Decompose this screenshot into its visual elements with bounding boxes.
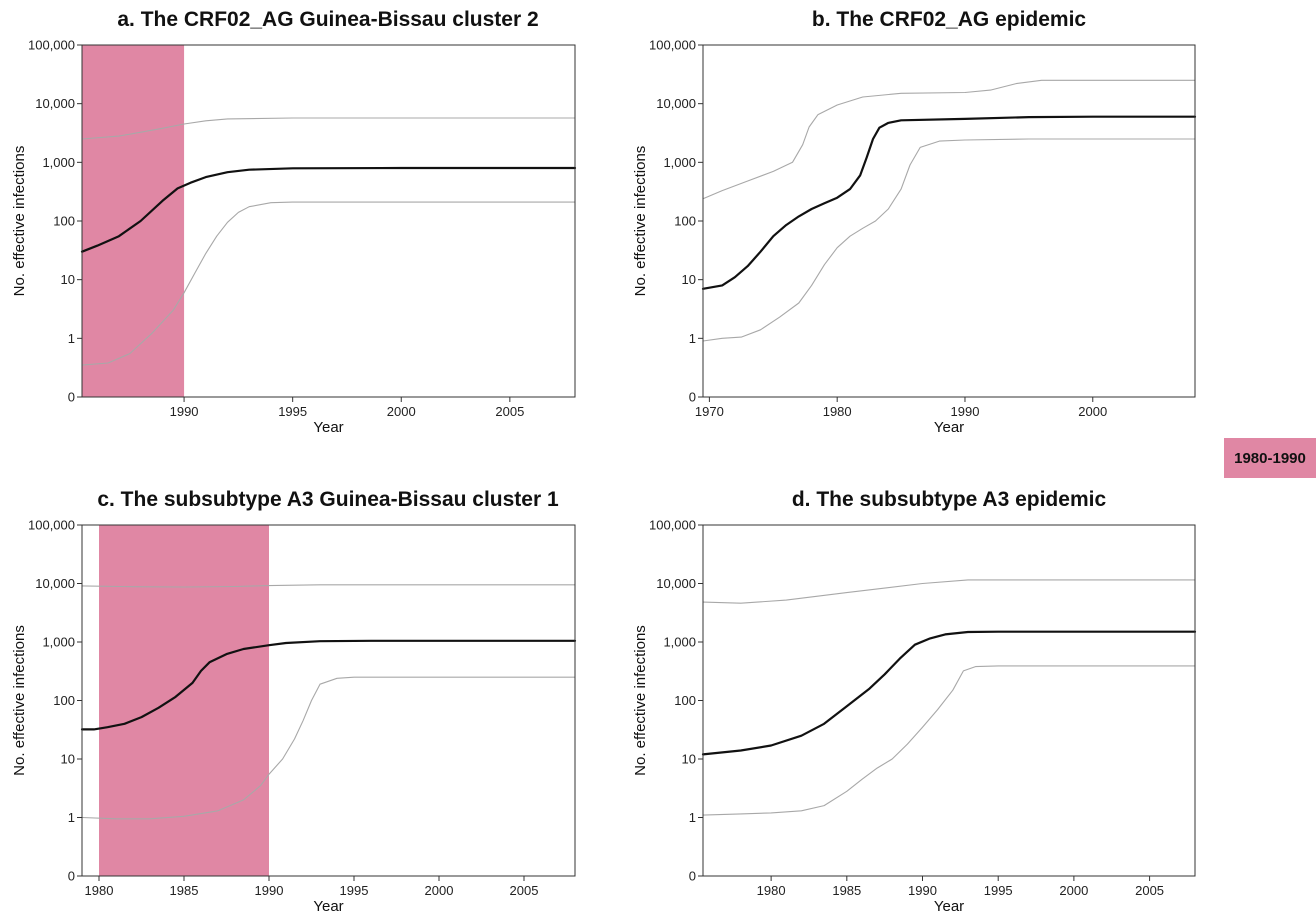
panel-b-plot-frame xyxy=(702,44,1196,398)
panel-b-title: b. The CRF02_AG epidemic xyxy=(812,8,1087,31)
panel-d-title: d. The subsubtype A3 epidemic xyxy=(792,488,1107,511)
panel-d-xtick-label: 1995 xyxy=(984,883,1013,898)
panel-d-ytick-label: 0 xyxy=(689,869,696,884)
panel-c: c. The subsubtype A3 Guinea-Bissau clust… xyxy=(11,488,577,915)
panel-d-xtick-label: 1985 xyxy=(832,883,861,898)
panel-c-xtick-label: 2000 xyxy=(425,883,454,898)
panel-d-series-upper-line xyxy=(702,579,1196,604)
panel-c-ytick-label: 100 xyxy=(53,693,75,708)
panel-c-ytick-label: 10 xyxy=(61,752,75,767)
panel-a-xlabel: Year xyxy=(313,419,343,436)
panel-b-ylabel: No. effective infections xyxy=(632,146,649,297)
panel-b-series-upper-line xyxy=(702,79,1196,200)
panel-b-xtick-label: 1970 xyxy=(695,404,724,419)
panel-b-ytick-label: 100,000 xyxy=(649,38,696,53)
panel-b-xtick-label: 1980 xyxy=(823,404,852,419)
panel-c-title: c. The subsubtype A3 Guinea-Bissau clust… xyxy=(97,488,559,511)
panel-a: a. The CRF02_AG Guinea-Bissau cluster 2 0… xyxy=(11,8,577,436)
panel-c-series-upper-line xyxy=(81,584,576,588)
panel-b-xtick-label: 2000 xyxy=(1078,404,1107,419)
panel-c-xtick-label: 1985 xyxy=(170,883,199,898)
panel-d-ytick-label: 100,000 xyxy=(649,518,696,533)
panel-d-ytick-label: 100 xyxy=(674,693,696,708)
panel-b-series-median-line xyxy=(701,115,1197,290)
panel-a-xtick-label: 1995 xyxy=(278,404,307,419)
panel-b-xlabel: Year xyxy=(934,419,964,436)
panel-b: b. The CRF02_AG epidemic 0 1 10 100 1,000 10,0… xyxy=(632,8,1197,436)
panel-c-xtick-label: 1990 xyxy=(255,883,284,898)
panel-d-series-lower-line xyxy=(702,665,1196,816)
panel-a-xtick-label: 2000 xyxy=(387,404,416,419)
panel-d: d. The subsubtype A3 epidemic 0 1 10 100 1,00… xyxy=(632,488,1197,915)
panel-c-series-median-line xyxy=(80,639,577,731)
panel-a-shade-1980-1990 xyxy=(82,45,185,397)
panel-a-ytick-label: 1 xyxy=(68,331,75,346)
panel-a-ytick-label: 0 xyxy=(68,390,75,405)
panel-b-series-lower-line xyxy=(702,138,1196,342)
panel-d-plot-frame xyxy=(702,524,1196,877)
panel-a-xtick-label: 1990 xyxy=(170,404,199,419)
panel-c-ytick-label: 0 xyxy=(68,869,75,884)
panel-c-series-lower-line xyxy=(81,676,576,820)
panel-b-ytick-label: 10,000 xyxy=(656,96,696,111)
panel-b-ytick-label: 100 xyxy=(674,214,696,229)
panel-c-ytick-label: 1,000 xyxy=(42,635,75,650)
panel-a-xtick-label: 2005 xyxy=(495,404,524,419)
panel-a-series-upper-line xyxy=(81,117,576,140)
panel-d-xtick-label: 2000 xyxy=(1059,883,1088,898)
panel-a-title: a. The CRF02_AG Guinea-Bissau cluster 2 xyxy=(117,8,538,31)
panel-b-ytick-label: 1 xyxy=(689,331,696,346)
panel-d-xlabel: Year xyxy=(934,898,964,915)
panel-d-ytick-label: 10,000 xyxy=(656,576,696,591)
panel-a-ytick-label: 100,000 xyxy=(28,38,75,53)
panel-a-series-lower-line xyxy=(81,201,576,366)
panel-c-xtick-label: 1995 xyxy=(340,883,369,898)
panel-c-ytick-label: 1 xyxy=(68,810,75,825)
panel-a-ylabel: No. effective infections xyxy=(11,146,28,297)
legend-1980-1990: 1980-1990 xyxy=(1224,438,1316,478)
panel-c-ytick-label: 100,000 xyxy=(28,518,75,533)
panel-b-ytick-label: 0 xyxy=(689,390,696,405)
panel-b-ytick-label: 10 xyxy=(682,272,696,287)
panel-a-ytick-label: 10,000 xyxy=(35,96,75,111)
panel-c-xtick-label: 2005 xyxy=(510,883,539,898)
panel-d-ytick-label: 1,000 xyxy=(663,635,696,650)
panel-d-xtick-label: 1990 xyxy=(908,883,937,898)
panel-d-ytick-label: 1 xyxy=(689,810,696,825)
panel-d-ytick-label: 10 xyxy=(682,752,696,767)
panel-d-series-median-line xyxy=(701,630,1197,756)
panel-c-ytick-label: 10,000 xyxy=(35,576,75,591)
panel-c-xtick-label: 1980 xyxy=(85,883,114,898)
panel-d-ylabel: No. effective infections xyxy=(632,625,649,776)
panel-c-ylabel: No. effective infections xyxy=(11,625,28,776)
panel-a-ytick-label: 1,000 xyxy=(42,155,75,170)
panel-a-series-median-line xyxy=(80,166,577,253)
panel-c-shade-1980-1990 xyxy=(99,525,269,876)
panel-a-ytick-label: 100 xyxy=(53,214,75,229)
panel-a-ytick-label: 10 xyxy=(61,272,75,287)
panel-d-xtick-label: 1980 xyxy=(757,883,786,898)
panel-b-xtick-label: 1990 xyxy=(951,404,980,419)
panel-c-xlabel: Year xyxy=(313,898,343,915)
legend-label: 1980-1990 xyxy=(1234,449,1306,467)
panel-b-ytick-label: 1,000 xyxy=(663,155,696,170)
panel-d-xtick-label: 2005 xyxy=(1135,883,1164,898)
